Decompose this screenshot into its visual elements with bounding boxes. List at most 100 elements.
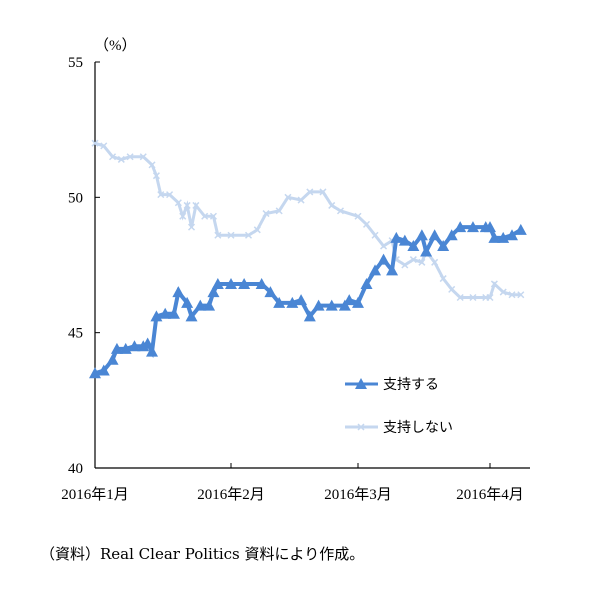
- data-point: [428, 229, 441, 241]
- data-point: [159, 307, 172, 319]
- data-point: [409, 256, 417, 264]
- data-point: [225, 277, 237, 289]
- data-point: [303, 310, 316, 322]
- data-point: [454, 221, 467, 233]
- source-caption: （資料）Real Clear Politics 資料により作成。: [40, 545, 365, 563]
- legend-swatch-marker: [355, 378, 367, 389]
- data-point: [517, 291, 525, 299]
- data-point: [418, 258, 426, 266]
- legend-item: 支持する: [345, 377, 439, 393]
- data-point: [312, 299, 325, 311]
- data-point: [354, 212, 362, 220]
- data-point: [448, 285, 456, 293]
- data-point: [203, 299, 216, 311]
- data-point: [343, 294, 356, 306]
- data-point: [514, 223, 527, 235]
- data-point: [183, 201, 191, 209]
- data-point: [284, 193, 292, 201]
- data-point: [360, 277, 373, 289]
- data-point: [141, 337, 154, 349]
- data-point: [466, 221, 479, 233]
- data-point: [264, 286, 277, 298]
- data-point: [117, 155, 125, 163]
- series-line: [94, 225, 522, 376]
- data-point: [126, 153, 134, 161]
- data-point: [181, 296, 194, 308]
- x-tick-label: 2016年1月: [61, 486, 129, 503]
- data-point: [490, 280, 498, 288]
- data-point: [319, 188, 327, 196]
- data-point: [207, 286, 220, 298]
- data-point: [439, 275, 447, 283]
- data-point: [109, 153, 117, 161]
- data-point: [174, 199, 182, 207]
- data-point: [369, 264, 382, 276]
- y-tick-label: 55: [68, 55, 83, 71]
- y-axis-unit-label: （%）: [94, 37, 137, 54]
- data-point: [110, 342, 123, 354]
- data-point: [227, 231, 235, 239]
- data-point: [148, 161, 156, 169]
- data-point: [167, 307, 180, 319]
- data-point: [238, 277, 251, 289]
- data-point: [106, 353, 119, 365]
- data-point: [377, 253, 390, 265]
- data-point: [273, 296, 286, 308]
- data-point: [146, 345, 159, 357]
- data-point: [415, 229, 428, 241]
- data-point: [488, 231, 501, 243]
- data-point: [390, 231, 403, 243]
- data-point: [253, 226, 261, 234]
- y-tick-label: 45: [68, 326, 83, 342]
- legend-label: 支持する: [383, 377, 439, 393]
- x-tick-label: 2016年4月: [456, 486, 524, 503]
- data-point: [445, 229, 458, 241]
- series-oppose: [91, 139, 525, 302]
- data-point: [328, 201, 336, 209]
- data-point: [352, 296, 364, 308]
- data-point: [209, 212, 217, 220]
- data-point: [431, 258, 439, 266]
- legend-item: 支持しない: [345, 420, 453, 436]
- data-point: [185, 310, 198, 322]
- data-point: [336, 207, 345, 215]
- data-point: [386, 264, 399, 276]
- data-point: [152, 172, 160, 180]
- data-point: [508, 291, 516, 299]
- data-point: [362, 220, 371, 228]
- data-point: [214, 231, 222, 239]
- data-point: [128, 340, 141, 352]
- data-point: [244, 231, 253, 239]
- series-line: [94, 141, 521, 299]
- data-point: [306, 188, 314, 196]
- data-point: [407, 240, 420, 252]
- data-point: [166, 191, 174, 199]
- data-point: [255, 277, 268, 289]
- data-point: [172, 286, 185, 298]
- data-point: [297, 196, 305, 204]
- data-point: [194, 299, 207, 311]
- data-point: [262, 210, 270, 218]
- data-point: [179, 212, 187, 220]
- data-point: [192, 201, 200, 209]
- data-point: [275, 207, 283, 215]
- legend-swatch-marker: [357, 423, 365, 431]
- x-tick-label: 2016年2月: [197, 486, 265, 503]
- data-point: [325, 299, 338, 311]
- x-tick-label: 2016年3月: [324, 486, 392, 503]
- data-point: [420, 245, 433, 257]
- y-tick-label: 40: [68, 461, 83, 477]
- data-point: [486, 293, 494, 302]
- data-point: [371, 231, 379, 239]
- data-point: [398, 234, 411, 246]
- data-point: [91, 139, 99, 147]
- data-point: [201, 212, 209, 220]
- legend-label: 支持しない: [383, 420, 453, 436]
- data-point: [506, 229, 518, 241]
- data-point: [157, 191, 165, 199]
- data-point: [437, 240, 450, 252]
- data-point: [499, 288, 507, 296]
- data-point: [187, 223, 196, 231]
